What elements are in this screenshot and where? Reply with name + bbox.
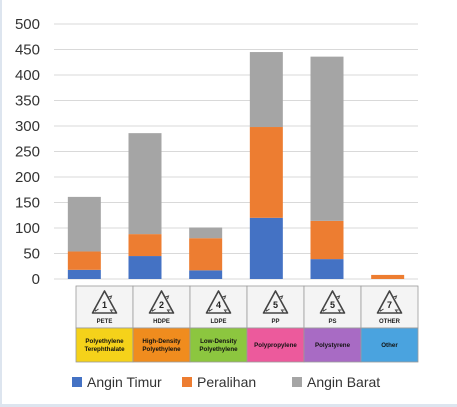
resin-name: High-Density xyxy=(142,338,181,345)
recycling-code-box xyxy=(75,285,134,329)
legend-item: Angin Timur xyxy=(72,374,162,390)
resin-code: PS xyxy=(328,319,336,325)
recycling-code-box xyxy=(246,285,305,329)
resin-code: OTHER xyxy=(379,319,401,325)
y-tick-label: 200 xyxy=(15,169,40,186)
legend-label: Angin Barat xyxy=(307,374,380,390)
bar-stack-ps xyxy=(310,56,344,279)
resin-code: HDPE xyxy=(153,319,170,325)
y-tick-label: 100 xyxy=(15,220,40,237)
resin-name-box xyxy=(189,327,248,363)
resin-code: LDPE xyxy=(210,319,226,325)
resin-name: Polyethylene xyxy=(199,346,238,353)
bar-segment xyxy=(310,259,344,279)
bar-stack-pete xyxy=(67,196,101,279)
resin-number: 4 xyxy=(216,300,221,310)
bar-segment xyxy=(67,196,101,252)
category-label-other: 7 OTHER Other xyxy=(360,285,419,363)
resin-name: Low-Density xyxy=(200,338,237,345)
resin-name-box xyxy=(75,327,134,363)
bar-segment xyxy=(189,238,223,271)
bar-segment xyxy=(128,133,162,235)
resin-name: Polypropylene xyxy=(254,342,297,349)
y-tick-label: 150 xyxy=(15,195,40,212)
y-axis-ticks: 0 50 100 150 200 250 300 350 400 450 500 xyxy=(15,16,40,288)
bar-segment xyxy=(310,220,344,260)
legend-label: Angin Timur xyxy=(87,374,162,390)
bar-segment xyxy=(249,52,283,128)
bar-segment xyxy=(128,256,162,279)
bar-segment xyxy=(189,270,223,279)
y-tick-label: 400 xyxy=(15,67,40,84)
recycling-code-box xyxy=(189,285,248,329)
bar-stack-pp xyxy=(249,52,283,279)
resin-code: PETE xyxy=(97,319,113,325)
resin-number: 5 xyxy=(273,300,278,310)
legend: Angin Timur Peralihan Angin Barat xyxy=(72,374,380,390)
resin-number: 7 xyxy=(387,300,392,310)
legend-item: Angin Barat xyxy=(292,374,380,390)
recycle-triangle-icon xyxy=(319,290,346,314)
bar-segment xyxy=(67,251,101,270)
y-tick-label: 0 xyxy=(32,271,40,288)
recycle-triangle-icon xyxy=(262,290,289,314)
resin-name: Terephthalate xyxy=(84,346,125,353)
bar-segment xyxy=(249,127,283,218)
bar-segment xyxy=(67,269,101,279)
legend-swatch xyxy=(292,377,302,387)
recycle-triangle-icon xyxy=(205,290,232,314)
y-tick-label: 50 xyxy=(23,246,40,263)
recycling-code-box xyxy=(303,285,362,329)
resin-name-box xyxy=(132,327,191,363)
y-tick-label: 500 xyxy=(15,16,40,33)
recycle-triangle-icon xyxy=(91,290,118,314)
bar-stack-ldpe xyxy=(189,227,223,279)
legend-swatch xyxy=(182,377,192,387)
gridlines xyxy=(54,23,418,280)
category-labels: 1PETEPolyethyleneTerephthalate2HDPEHigh-… xyxy=(75,285,419,363)
y-tick-label: 450 xyxy=(15,42,40,59)
resin-number: 1 xyxy=(102,300,107,310)
bar-segment xyxy=(371,274,405,279)
recycling-code-box xyxy=(360,285,419,329)
bar-segment xyxy=(128,234,162,257)
resin-name-box xyxy=(360,327,419,363)
bar-stack-hdpe xyxy=(128,133,162,279)
y-tick-label: 350 xyxy=(15,93,40,110)
resin-number: 5 xyxy=(330,300,335,310)
y-tick-label: 300 xyxy=(15,118,40,135)
recycle-triangle-icon xyxy=(376,290,403,314)
bar-stack-other xyxy=(371,274,405,279)
legend-label: Peralihan xyxy=(197,374,256,390)
bars xyxy=(67,52,405,279)
resin-name: Polyethylene xyxy=(142,346,181,353)
resin-name-box xyxy=(246,327,305,363)
resin-number: 2 xyxy=(159,300,164,310)
category-label-ps: 5 PS Polystyrene xyxy=(303,285,362,363)
resin-name: Other xyxy=(381,342,398,349)
resin-name: Polyethylene xyxy=(85,338,124,345)
legend-swatch xyxy=(72,377,82,387)
resin-code: PP xyxy=(271,319,279,325)
bar-segment xyxy=(189,227,223,239)
legend-item: Peralihan xyxy=(182,374,256,390)
bar-segment xyxy=(249,217,283,279)
y-tick-label: 250 xyxy=(15,144,40,161)
category-label-pp: 5 PP Polypropylene xyxy=(246,285,305,363)
resin-name: Polystyrene xyxy=(315,342,351,349)
recycle-triangle-icon xyxy=(148,290,175,314)
bar-segment xyxy=(310,56,344,221)
resin-name-box xyxy=(303,327,362,363)
